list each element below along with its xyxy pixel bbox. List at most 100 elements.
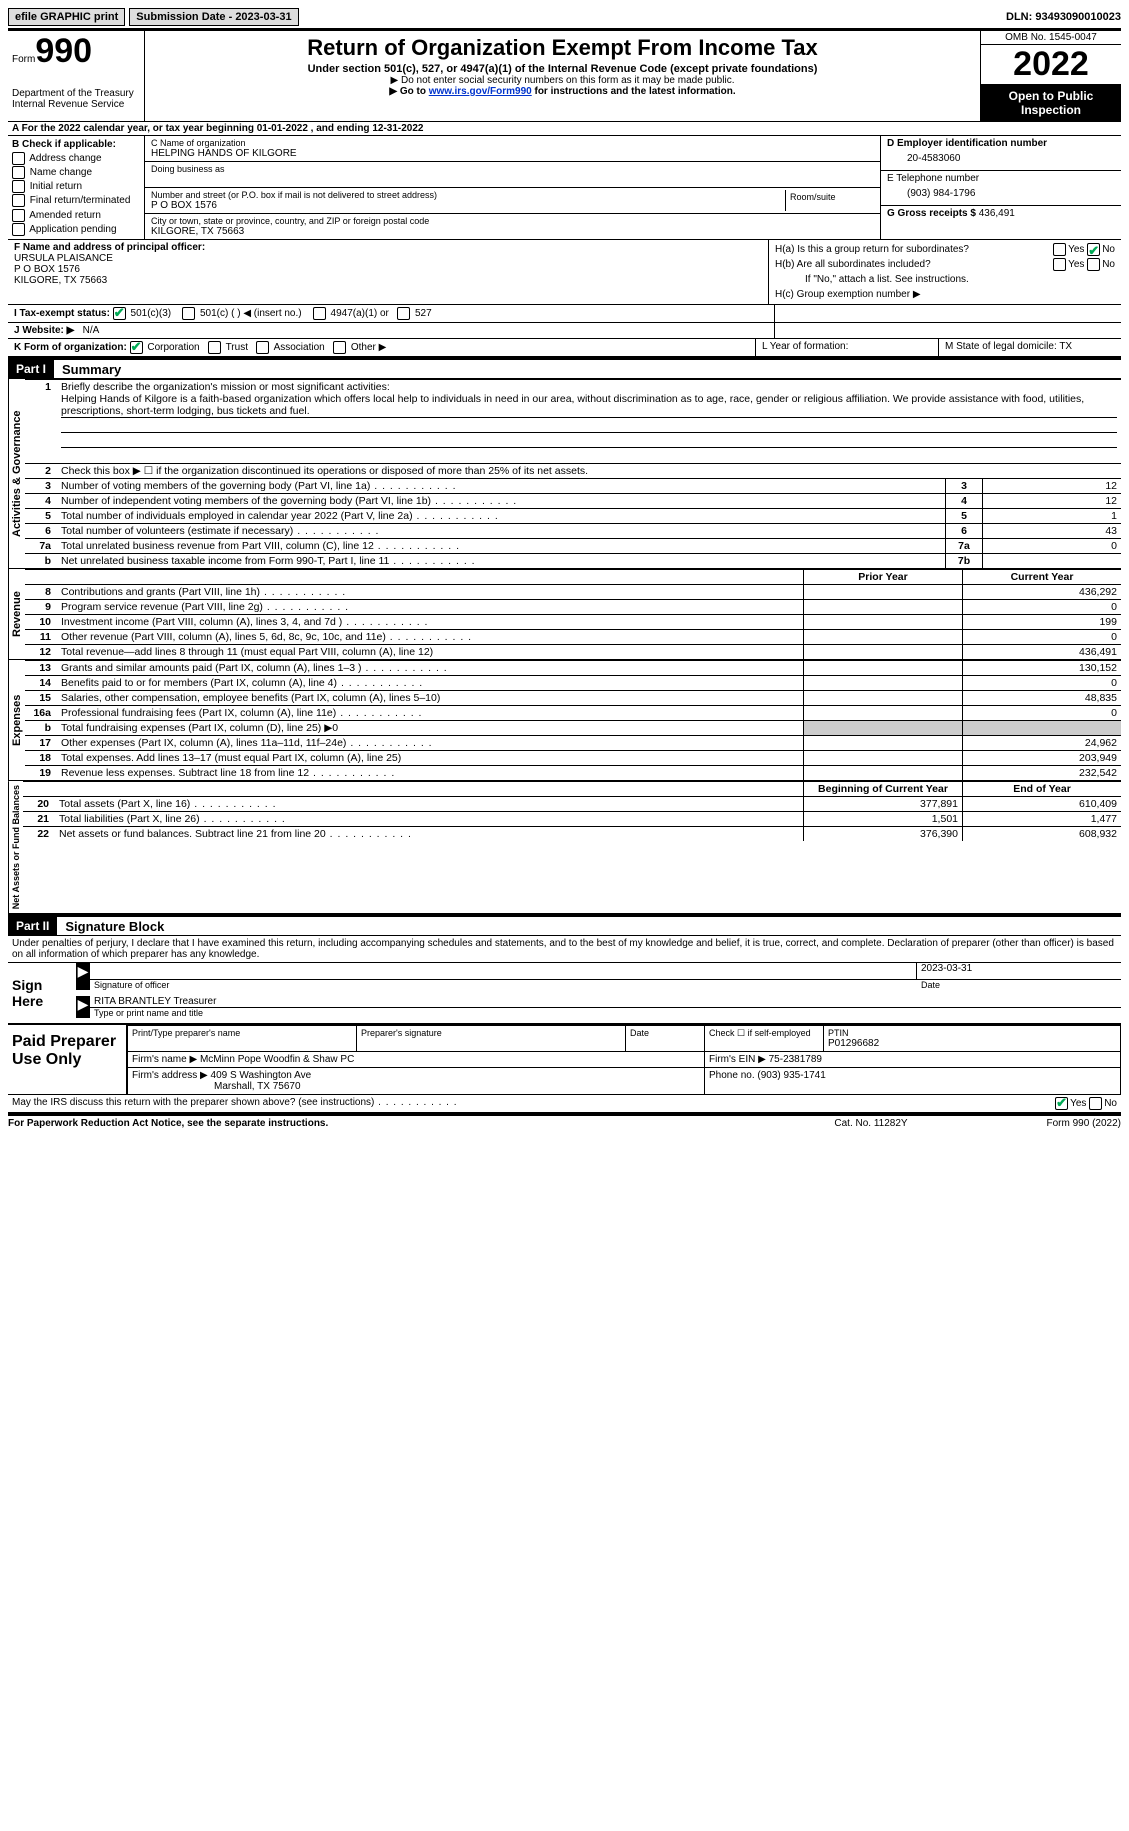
box-b-title: B Check if applicable: bbox=[12, 138, 140, 152]
summary-line-20: 20Total assets (Part X, line 16)377,8916… bbox=[23, 797, 1121, 812]
check-other[interactable] bbox=[333, 341, 346, 354]
summary-line-22: 22Net assets or fund balances. Subtract … bbox=[23, 827, 1121, 842]
type-name-label: Type or print name and title bbox=[90, 1008, 1121, 1018]
form-header: Form990 Department of the Treasury Inter… bbox=[8, 28, 1121, 122]
hc-group-exemption: H(c) Group exemption number ▶ bbox=[775, 287, 1115, 302]
website-value: N/A bbox=[83, 325, 100, 336]
ha-group-return: H(a) Is this a group return for subordin… bbox=[775, 242, 1115, 257]
summary-line-14: 14Benefits paid to or for members (Part … bbox=[25, 676, 1121, 691]
sig-officer-label: Signature of officer bbox=[90, 980, 917, 990]
summary-line-19: 19Revenue less expenses. Subtract line 1… bbox=[25, 766, 1121, 781]
check-amended-return[interactable]: Amended return bbox=[12, 209, 140, 223]
top-bar: efile GRAPHIC print Submission Date - 20… bbox=[8, 8, 1121, 26]
summary-line-16b: bTotal fundraising expenses (Part IX, co… bbox=[25, 721, 1121, 736]
summary-line-11: 11Other revenue (Part VIII, column (A), … bbox=[25, 630, 1121, 645]
firm-phone: (903) 935-1741 bbox=[757, 1070, 825, 1081]
hb-note: If "No," attach a list. See instructions… bbox=[775, 272, 1115, 287]
note-ssn: ▶ Do not enter social security numbers o… bbox=[151, 75, 974, 86]
firm-address: 409 S Washington Ave bbox=[211, 1070, 312, 1081]
check-address-change[interactable]: Address change bbox=[12, 152, 140, 166]
officer-typed-name: RITA BRANTLEY Treasurer bbox=[90, 996, 1121, 1008]
summary-line-9: 9Program service revenue (Part VIII, lin… bbox=[25, 600, 1121, 615]
year-formation: L Year of formation: bbox=[755, 339, 938, 356]
gross-receipts-value: 436,491 bbox=[979, 208, 1015, 219]
state-domicile: M State of legal domicile: TX bbox=[938, 339, 1121, 356]
note-link: ▶ Go to www.irs.gov/Form990 for instruct… bbox=[151, 86, 974, 97]
ein-label: D Employer identification number bbox=[887, 138, 1115, 149]
form-subtitle: Under section 501(c), 527, or 4947(a)(1)… bbox=[151, 63, 974, 75]
officer-addr1: P O BOX 1576 bbox=[14, 264, 762, 275]
section-bcd: B Check if applicable: Address change Na… bbox=[8, 136, 1121, 240]
irs-label: Internal Revenue Service bbox=[12, 99, 140, 110]
check-trust[interactable] bbox=[208, 341, 221, 354]
summary-line-3: 3Number of voting members of the governi… bbox=[25, 479, 1121, 494]
ptin-value: P01296682 bbox=[828, 1038, 1116, 1049]
officer-addr2: KILGORE, TX 75663 bbox=[14, 275, 762, 286]
revenue-section: Revenue Prior YearCurrent Year 8Contribu… bbox=[8, 569, 1121, 660]
irs-link[interactable]: www.irs.gov/Form990 bbox=[429, 86, 532, 97]
summary-line-16a: 16aProfessional fundraising fees (Part I… bbox=[25, 706, 1121, 721]
summary-line-4: 4Number of independent voting members of… bbox=[25, 494, 1121, 509]
check-corporation[interactable] bbox=[130, 341, 143, 354]
sig-date-value: 2023-03-31 bbox=[916, 963, 1121, 980]
open-inspection: Open to Public Inspection bbox=[981, 85, 1121, 121]
ein-value: 20-4583060 bbox=[887, 149, 1115, 168]
check-self-employed[interactable]: Check ☐ if self-employed bbox=[705, 1026, 824, 1052]
summary-line-10: 10Investment income (Part VIII, column (… bbox=[25, 615, 1121, 630]
org-name-label: C Name of organization bbox=[151, 138, 874, 148]
org-name: HELPING HANDS OF KILGORE bbox=[151, 148, 874, 159]
row-k-form-org: K Form of organization: Corporation Trus… bbox=[8, 339, 1121, 359]
efile-print-button[interactable]: efile GRAPHIC print bbox=[8, 8, 125, 26]
summary-line-7b: bNet unrelated business taxable income f… bbox=[25, 554, 1121, 569]
summary-line-7a: 7aTotal unrelated business revenue from … bbox=[25, 539, 1121, 554]
page-footer: For Paperwork Reduction Act Notice, see … bbox=[8, 1115, 1121, 1129]
firm-name: McMinn Pope Woodfin & Shaw PC bbox=[200, 1054, 354, 1065]
check-initial-return[interactable]: Initial return bbox=[12, 180, 140, 194]
section-fgh: F Name and address of principal officer:… bbox=[8, 240, 1121, 305]
submission-date-button[interactable]: Submission Date - 2023-03-31 bbox=[129, 8, 298, 26]
firm-city: Marshall, TX 75670 bbox=[132, 1081, 301, 1092]
summary-line-18: 18Total expenses. Add lines 13–17 (must … bbox=[25, 751, 1121, 766]
check-527[interactable] bbox=[397, 307, 410, 320]
discuss-no[interactable] bbox=[1089, 1097, 1102, 1110]
summary-line-8: 8Contributions and grants (Part VIII, li… bbox=[25, 585, 1121, 600]
room-suite-label: Room/suite bbox=[786, 190, 874, 211]
sign-here-section: Sign Here ▶ 2023-03-31 Signature of offi… bbox=[8, 963, 1121, 1023]
check-501c3[interactable] bbox=[113, 307, 126, 320]
mission-label: Briefly describe the organization's miss… bbox=[61, 381, 390, 393]
telephone-label: E Telephone number bbox=[887, 173, 1115, 184]
summary-line-13: 13Grants and similar amounts paid (Part … bbox=[25, 661, 1121, 676]
check-final-return[interactable]: Final return/terminated bbox=[12, 194, 140, 208]
summary-line-17: 17Other expenses (Part IX, column (A), l… bbox=[25, 736, 1121, 751]
discuss-row: May the IRS discuss this return with the… bbox=[8, 1094, 1121, 1115]
paid-preparer-section: Paid Preparer Use Only Print/Type prepar… bbox=[8, 1023, 1121, 1094]
check-501c[interactable] bbox=[182, 307, 195, 320]
city-state-zip: KILGORE, TX 75663 bbox=[151, 226, 874, 237]
city-label: City or town, state or province, country… bbox=[151, 216, 874, 226]
form-title: Return of Organization Exempt From Incom… bbox=[151, 35, 974, 61]
check-association[interactable] bbox=[256, 341, 269, 354]
firm-ein: 75-2381789 bbox=[769, 1054, 822, 1065]
line2-checkbox: Check this box ▶ ☐ if the organization d… bbox=[57, 464, 1121, 479]
check-4947[interactable] bbox=[313, 307, 326, 320]
row-i-tax-exempt: I Tax-exempt status: 501(c)(3) 501(c) ( … bbox=[8, 305, 1121, 323]
officer-name: URSULA PLAISANCE bbox=[14, 253, 762, 264]
gross-receipts-label: G Gross receipts $ bbox=[887, 208, 976, 219]
street-label: Number and street (or P.O. box if mail i… bbox=[151, 190, 785, 200]
discuss-yes[interactable] bbox=[1055, 1097, 1068, 1110]
mission-text: Helping Hands of Kilgore is a faith-base… bbox=[61, 393, 1117, 418]
telephone-value: (903) 984-1796 bbox=[887, 184, 1115, 203]
row-a-tax-year: A For the 2022 calendar year, or tax yea… bbox=[8, 122, 1121, 136]
street-address: P O BOX 1576 bbox=[151, 200, 785, 211]
check-name-change[interactable]: Name change bbox=[12, 166, 140, 180]
officer-label: F Name and address of principal officer: bbox=[14, 242, 762, 253]
summary-line-12: 12Total revenue—add lines 8 through 11 (… bbox=[25, 645, 1121, 660]
date-label: Date bbox=[917, 980, 1121, 990]
netassets-section: Net Assets or Fund Balances Beginning of… bbox=[8, 781, 1121, 916]
dln-label: DLN: 93493090010023 bbox=[1006, 11, 1121, 23]
summary-line-5: 5Total number of individuals employed in… bbox=[25, 509, 1121, 524]
check-application-pending[interactable]: Application pending bbox=[12, 223, 140, 237]
form-number: Form990 bbox=[12, 33, 140, 70]
tax-year: 2022 bbox=[981, 45, 1121, 85]
dba-label: Doing business as bbox=[151, 164, 874, 174]
